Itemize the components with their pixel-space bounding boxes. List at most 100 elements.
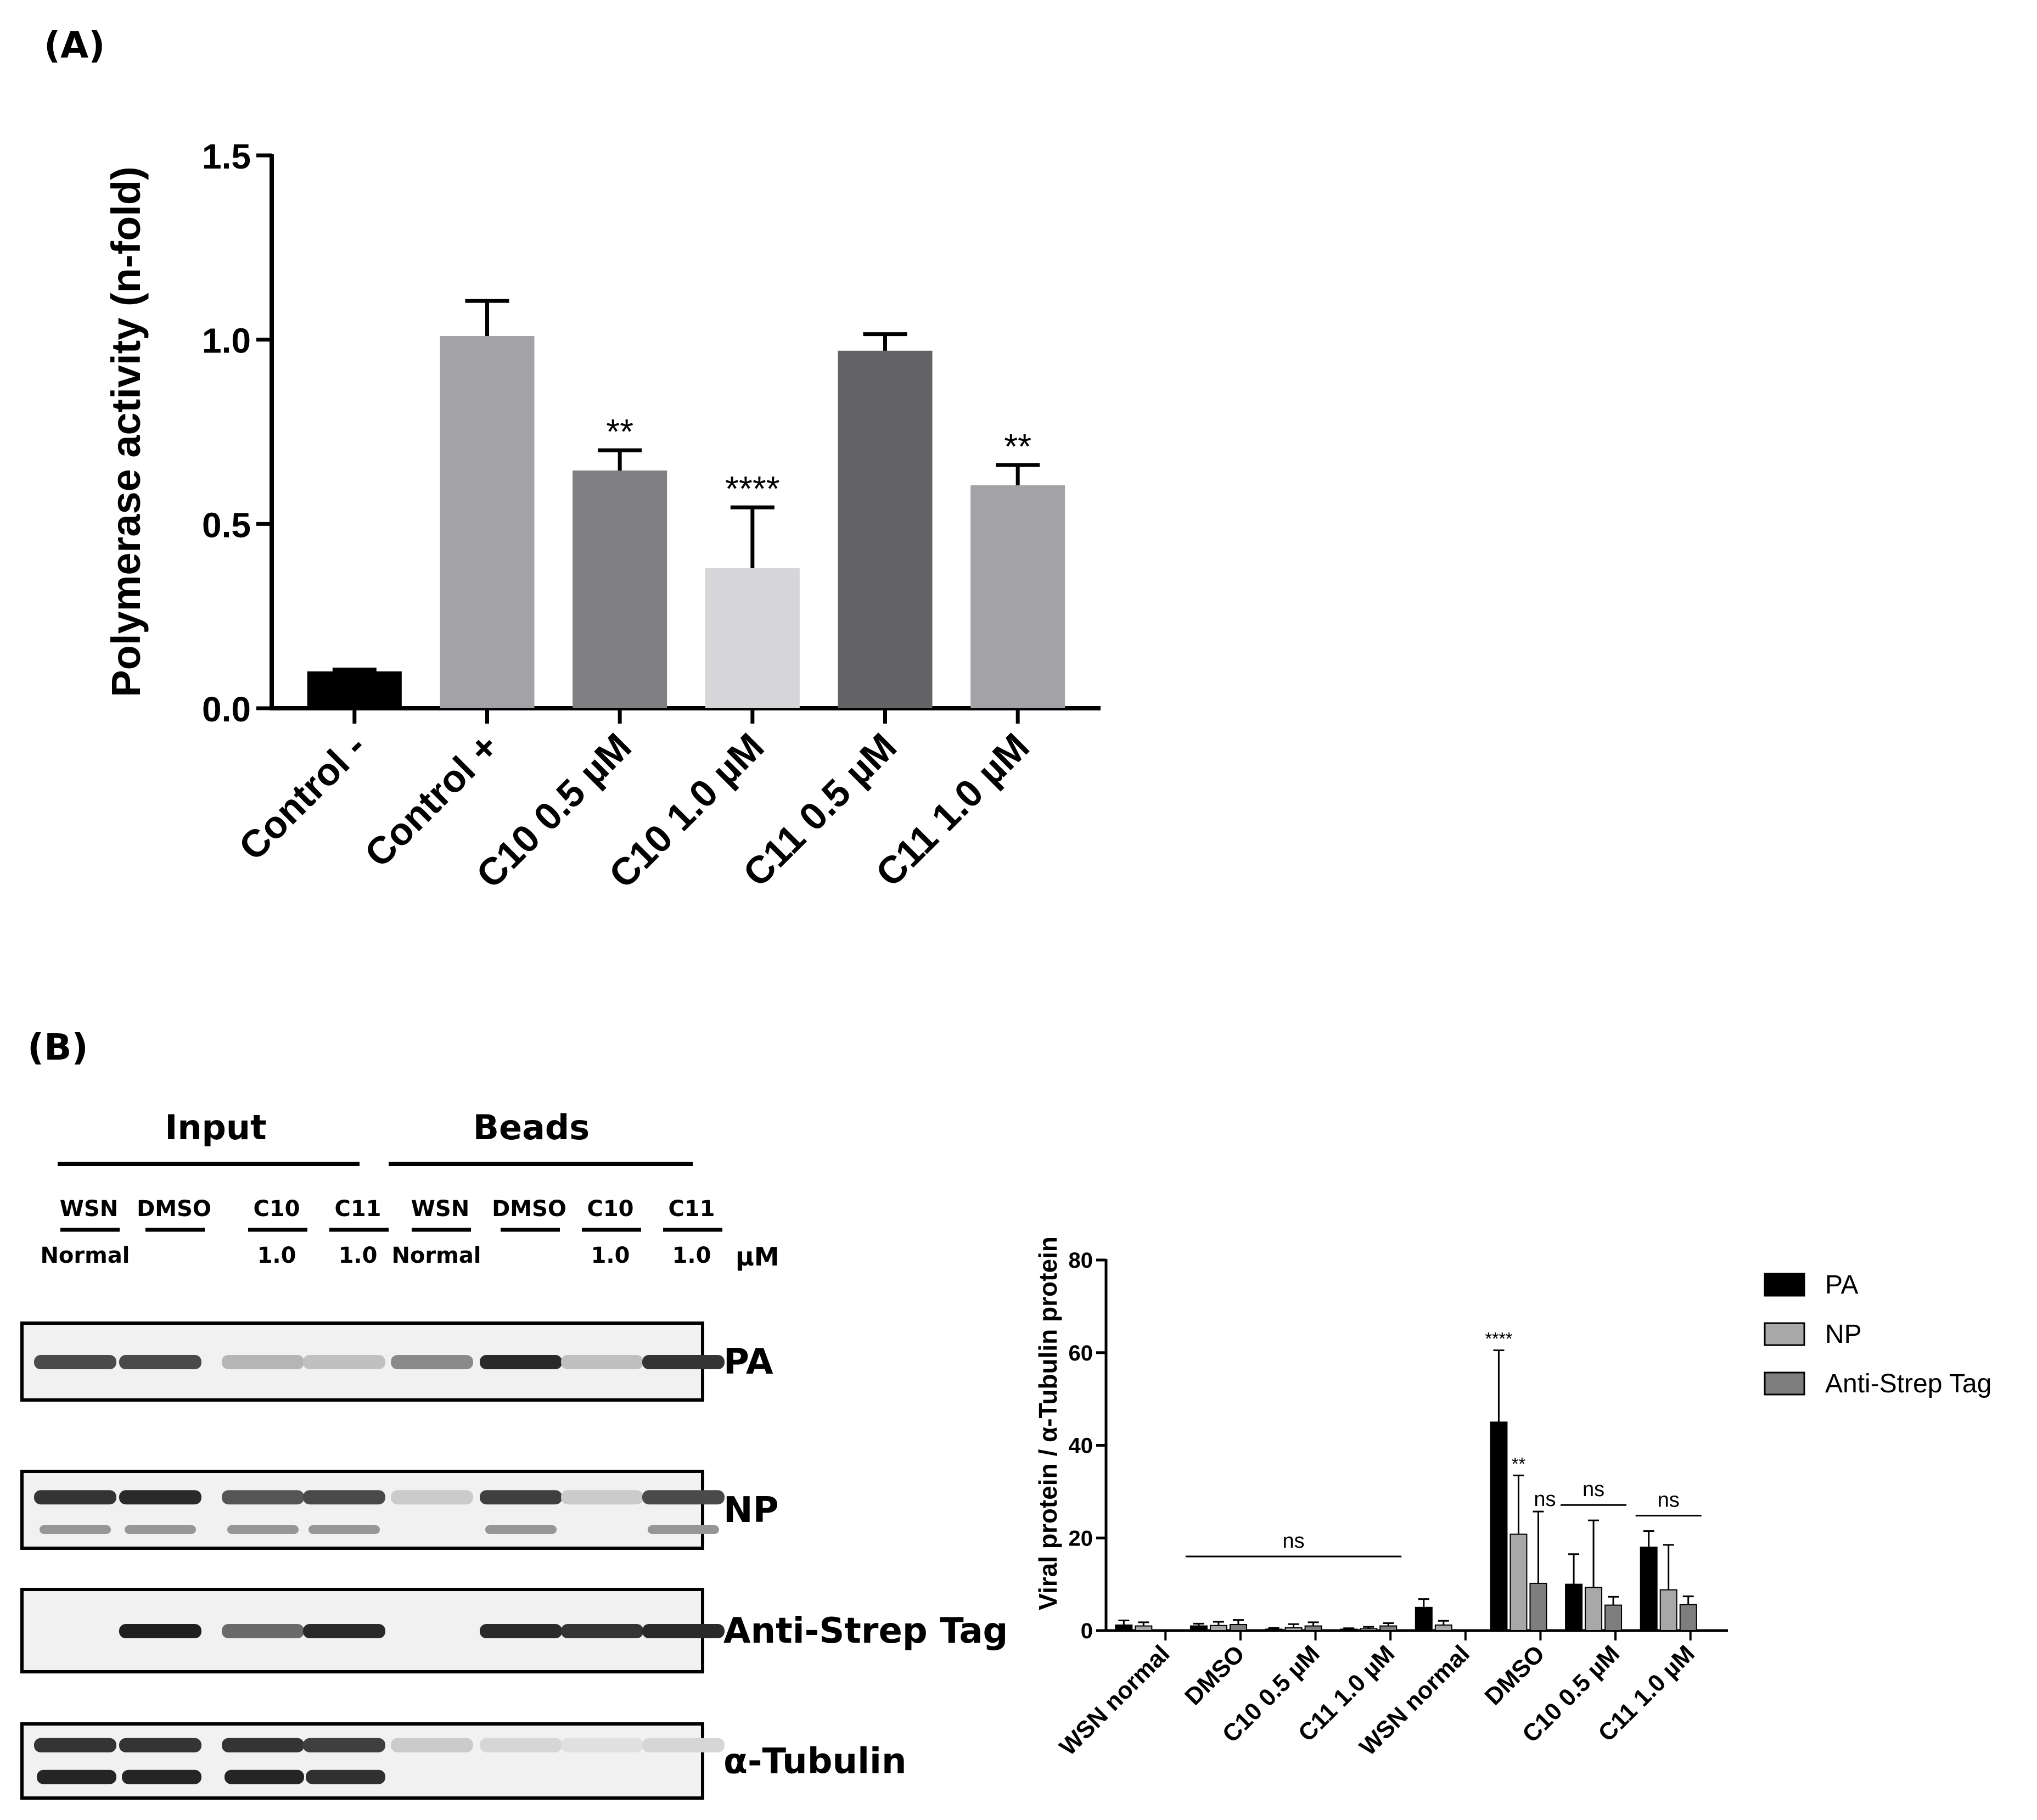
bar — [1229, 1624, 1247, 1631]
lane-label: C10 — [253, 1196, 300, 1222]
lane-label: C10 — [587, 1196, 633, 1222]
blot-band — [222, 1738, 304, 1752]
y-axis-label: Polymerase activity (n-fold) — [103, 166, 149, 697]
bar — [1679, 1604, 1697, 1631]
bar — [1189, 1625, 1208, 1631]
blot-band — [222, 1355, 304, 1369]
blot-band-secondary — [225, 1769, 304, 1784]
viral-protein-ratio-chart: 0 20 40 60 80 Viral protein / α-Tubulin prote… — [1034, 1236, 1991, 1761]
blot-band-secondary — [122, 1769, 201, 1784]
blot-band — [34, 1738, 116, 1752]
lane-label: WSN — [411, 1196, 469, 1222]
lane-label: DMSO — [492, 1196, 566, 1222]
blot-band — [303, 1624, 385, 1638]
panel-b-label: (B) — [27, 1026, 88, 1068]
significance-marker: ** — [1004, 427, 1031, 466]
bar — [1565, 1583, 1583, 1631]
blot-band-secondary — [308, 1525, 380, 1534]
bar — [1509, 1533, 1528, 1631]
blot-band — [34, 1490, 116, 1505]
blot-row-label: Anti-Strep Tag — [723, 1611, 1008, 1651]
panel-a-label: (A) — [44, 24, 105, 66]
bar — [1360, 1628, 1378, 1631]
lane-sublabel: 1.0 — [339, 1243, 378, 1268]
group-label-input: Input — [165, 1107, 266, 1147]
bar — [307, 671, 402, 708]
bar — [1585, 1587, 1603, 1631]
y-tick-label: 0.5 — [202, 505, 251, 545]
lane-label: C11 — [668, 1196, 715, 1222]
legend-label: NP — [1825, 1320, 1862, 1349]
legend-label: Anti-Strep Tag — [1825, 1369, 1991, 1398]
lane-sublabel: Normal — [391, 1243, 481, 1268]
blot-band — [480, 1738, 562, 1752]
legend-swatch — [1764, 1371, 1805, 1396]
blot-band-secondary — [227, 1525, 299, 1534]
bar — [1640, 1547, 1658, 1631]
legend-label: PA — [1825, 1270, 1858, 1300]
blot-band — [391, 1490, 473, 1505]
blot-band — [391, 1738, 473, 1752]
x-tick-label: WSN normal — [1054, 1640, 1175, 1761]
bar — [1284, 1627, 1303, 1631]
blot-band-secondary — [648, 1525, 719, 1534]
y-tick-label: 60 — [1069, 1341, 1093, 1365]
bar — [1265, 1628, 1283, 1631]
western-blot-panel: Input Beads WSN Normal DMSO C10 1.0 C11 1.0 WSN No… — [20, 1107, 1008, 1800]
blot-band — [480, 1355, 562, 1369]
y-tick-label: 0.0 — [202, 690, 251, 729]
bar — [1135, 1625, 1153, 1631]
significance-label: ns — [1583, 1478, 1604, 1501]
bar — [705, 568, 800, 708]
blot-band — [34, 1355, 116, 1369]
blot-band — [303, 1738, 385, 1752]
bar — [1340, 1628, 1358, 1631]
y-tick-label: 80 — [1069, 1248, 1093, 1273]
y-axis-label: Viral protein / α-Tubulin protein — [1034, 1236, 1062, 1610]
blot-row-label: PA — [723, 1342, 773, 1382]
lane-label: C11 — [334, 1196, 381, 1222]
y-tick-label: 40 — [1069, 1434, 1093, 1458]
blot-band — [642, 1355, 725, 1369]
x-tick-label: DMSO — [1480, 1640, 1550, 1710]
bar — [1529, 1582, 1547, 1631]
y-tick-label: 1.5 — [202, 137, 251, 176]
blot-band — [119, 1738, 201, 1752]
blot-strip — [20, 1470, 704, 1550]
blot-band-secondary — [37, 1769, 116, 1784]
lane-sublabel: 1.0 — [672, 1243, 711, 1268]
blot-band-secondary — [306, 1769, 385, 1784]
blot-band — [561, 1490, 643, 1505]
blot-band — [119, 1490, 201, 1505]
bar — [1604, 1604, 1623, 1631]
lane-label: DMSO — [137, 1196, 211, 1222]
blot-band-secondary — [485, 1525, 557, 1534]
blot-strip — [20, 1722, 704, 1800]
blot-band — [561, 1624, 643, 1638]
significance-marker: ** — [1512, 1454, 1525, 1474]
x-tick-label: DMSO — [1180, 1640, 1250, 1710]
blot-band — [303, 1490, 385, 1505]
significance-marker: **** — [725, 469, 780, 508]
bar — [1434, 1624, 1452, 1631]
blot-band — [119, 1355, 201, 1369]
lane-label: WSN — [60, 1196, 118, 1222]
blot-band — [642, 1490, 725, 1505]
blot-band — [222, 1624, 304, 1638]
bar — [1490, 1421, 1508, 1631]
bar — [1379, 1625, 1398, 1631]
x-tick-label: Control - — [231, 725, 374, 868]
significance-marker: **** — [1485, 1329, 1513, 1349]
lane-sublabel: 1.0 — [591, 1243, 630, 1268]
unit-label: µM — [736, 1242, 779, 1272]
y-tick-label: 20 — [1069, 1526, 1093, 1550]
lane-sublabel: 1.0 — [257, 1243, 296, 1268]
blot-band — [303, 1355, 385, 1369]
group-label-beads: Beads — [473, 1107, 590, 1147]
bar — [838, 350, 933, 708]
significance-marker: ns — [1534, 1488, 1556, 1511]
bar — [1304, 1625, 1322, 1631]
legend-swatch — [1764, 1273, 1805, 1297]
bar — [970, 485, 1065, 708]
